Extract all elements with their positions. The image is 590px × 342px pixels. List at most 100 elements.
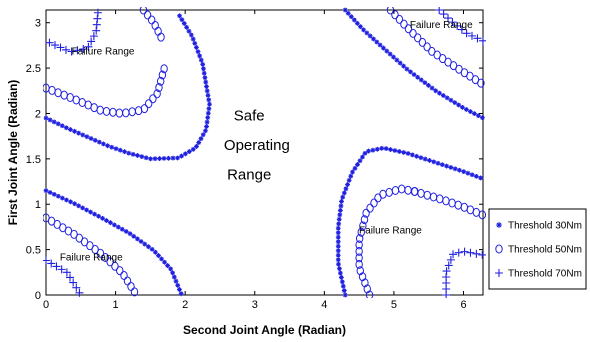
data-point — [467, 109, 473, 114]
series-curve — [442, 247, 486, 298]
data-point — [397, 60, 403, 66]
data-point — [366, 148, 371, 154]
data-point — [119, 226, 125, 232]
data-point — [183, 151, 188, 157]
data-point — [357, 24, 363, 30]
data-point — [339, 279, 345, 285]
data-point — [206, 97, 212, 103]
data-point — [472, 249, 481, 258]
data-point — [62, 268, 71, 277]
data-point — [75, 288, 84, 297]
data-point — [106, 257, 114, 267]
data-point — [68, 127, 73, 132]
data-point — [466, 248, 475, 257]
data-point — [414, 33, 422, 43]
data-point — [409, 152, 415, 158]
data-point — [101, 141, 106, 147]
data-point — [88, 209, 93, 215]
data-point — [355, 233, 364, 243]
data-point — [495, 269, 503, 277]
data-point — [91, 244, 99, 254]
data-point — [379, 145, 385, 151]
data-point — [139, 7, 148, 15]
annotation-label: Failure Range — [60, 253, 123, 264]
data-point — [358, 272, 367, 282]
series-curve — [435, 7, 486, 45]
data-point — [418, 77, 424, 83]
data-point — [69, 278, 78, 287]
x-tick-label: 1 — [113, 299, 119, 311]
data-point — [200, 132, 206, 138]
data-point — [63, 125, 69, 131]
data-point — [495, 244, 503, 254]
data-point — [391, 10, 399, 20]
annotation-label: Failure Range — [72, 46, 135, 57]
data-point — [415, 74, 421, 80]
data-point — [52, 262, 61, 271]
data-point — [404, 66, 410, 72]
data-point — [440, 93, 446, 98]
data-point — [43, 188, 49, 194]
data-point — [401, 63, 406, 69]
data-point — [70, 229, 78, 239]
data-point — [388, 147, 393, 152]
y-tick-label: 2.5 — [26, 63, 41, 75]
data-point — [161, 156, 167, 161]
data-point — [92, 20, 101, 29]
plot-frame — [45, 9, 484, 296]
data-point — [341, 288, 347, 294]
data-point — [158, 70, 167, 80]
data-point — [149, 94, 157, 104]
data-point — [448, 18, 457, 27]
data-point — [444, 261, 453, 270]
data-point — [147, 15, 156, 25]
data-point — [148, 156, 153, 162]
data-point — [336, 261, 341, 267]
data-point — [335, 248, 341, 254]
data-point — [88, 136, 94, 141]
data-point — [363, 284, 371, 294]
series-curve — [411, 187, 486, 220]
x-tick-label: 4 — [321, 299, 327, 311]
data-point — [139, 154, 145, 160]
data-point — [153, 89, 161, 99]
data-point — [55, 193, 61, 199]
data-point — [205, 115, 211, 121]
data-point — [479, 115, 485, 121]
data-point — [146, 244, 151, 250]
data-point — [203, 128, 208, 134]
data-point — [72, 201, 78, 207]
data-point — [467, 31, 476, 40]
data-point — [337, 212, 343, 218]
data-point — [366, 203, 374, 213]
data-point — [335, 243, 341, 249]
x-tick-label: 3 — [252, 299, 258, 311]
data-point — [341, 190, 347, 196]
data-point — [179, 153, 184, 159]
legend-box — [488, 208, 587, 290]
data-point — [108, 220, 113, 226]
data-point — [111, 261, 119, 271]
annotation-label: Range — [227, 167, 271, 184]
data-point — [356, 266, 364, 276]
data-point — [96, 248, 105, 258]
series-plus — [43, 7, 486, 298]
x-tick-label: 5 — [391, 299, 397, 311]
data-point — [335, 252, 341, 258]
data-point — [371, 36, 376, 42]
series-curve — [342, 7, 485, 121]
data-point — [442, 267, 451, 276]
data-point — [452, 166, 458, 172]
x-tick-label: 6 — [460, 299, 466, 311]
data-point — [457, 167, 462, 173]
data-point — [138, 239, 144, 244]
data-point — [192, 40, 198, 46]
data-point — [444, 95, 450, 101]
series-curve — [386, 7, 485, 88]
data-point — [457, 25, 466, 34]
data-point — [162, 259, 167, 265]
data-point — [336, 221, 342, 227]
data-point — [360, 215, 369, 225]
data-point — [203, 79, 209, 85]
